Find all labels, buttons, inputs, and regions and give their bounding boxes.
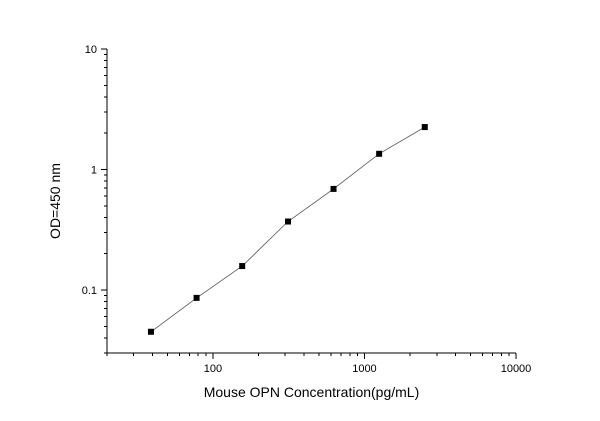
data-point	[193, 294, 200, 301]
data-point	[239, 263, 246, 270]
y-axis-title: OD=450 nm	[47, 163, 63, 239]
x-axis-title: Mouse OPN Concentration(pg/mL)	[204, 384, 420, 400]
data-point	[330, 185, 337, 192]
data-point	[147, 328, 154, 335]
y-tick-label: 1	[91, 164, 97, 176]
x-tick-label: 10000	[501, 363, 532, 375]
tick-group: 100 1000 10000 0.1 1 10	[82, 44, 532, 375]
data-point	[285, 218, 292, 225]
axes	[106, 49, 516, 354]
plot-area	[147, 124, 428, 335]
x-tick-label: 1000	[352, 363, 376, 375]
y-tick-label: 10	[85, 44, 97, 56]
data-point	[421, 124, 428, 131]
y-tick-label: 0.1	[82, 285, 97, 297]
series-line	[150, 126, 426, 333]
x-tick-label: 100	[204, 363, 222, 375]
data-point	[376, 150, 383, 157]
